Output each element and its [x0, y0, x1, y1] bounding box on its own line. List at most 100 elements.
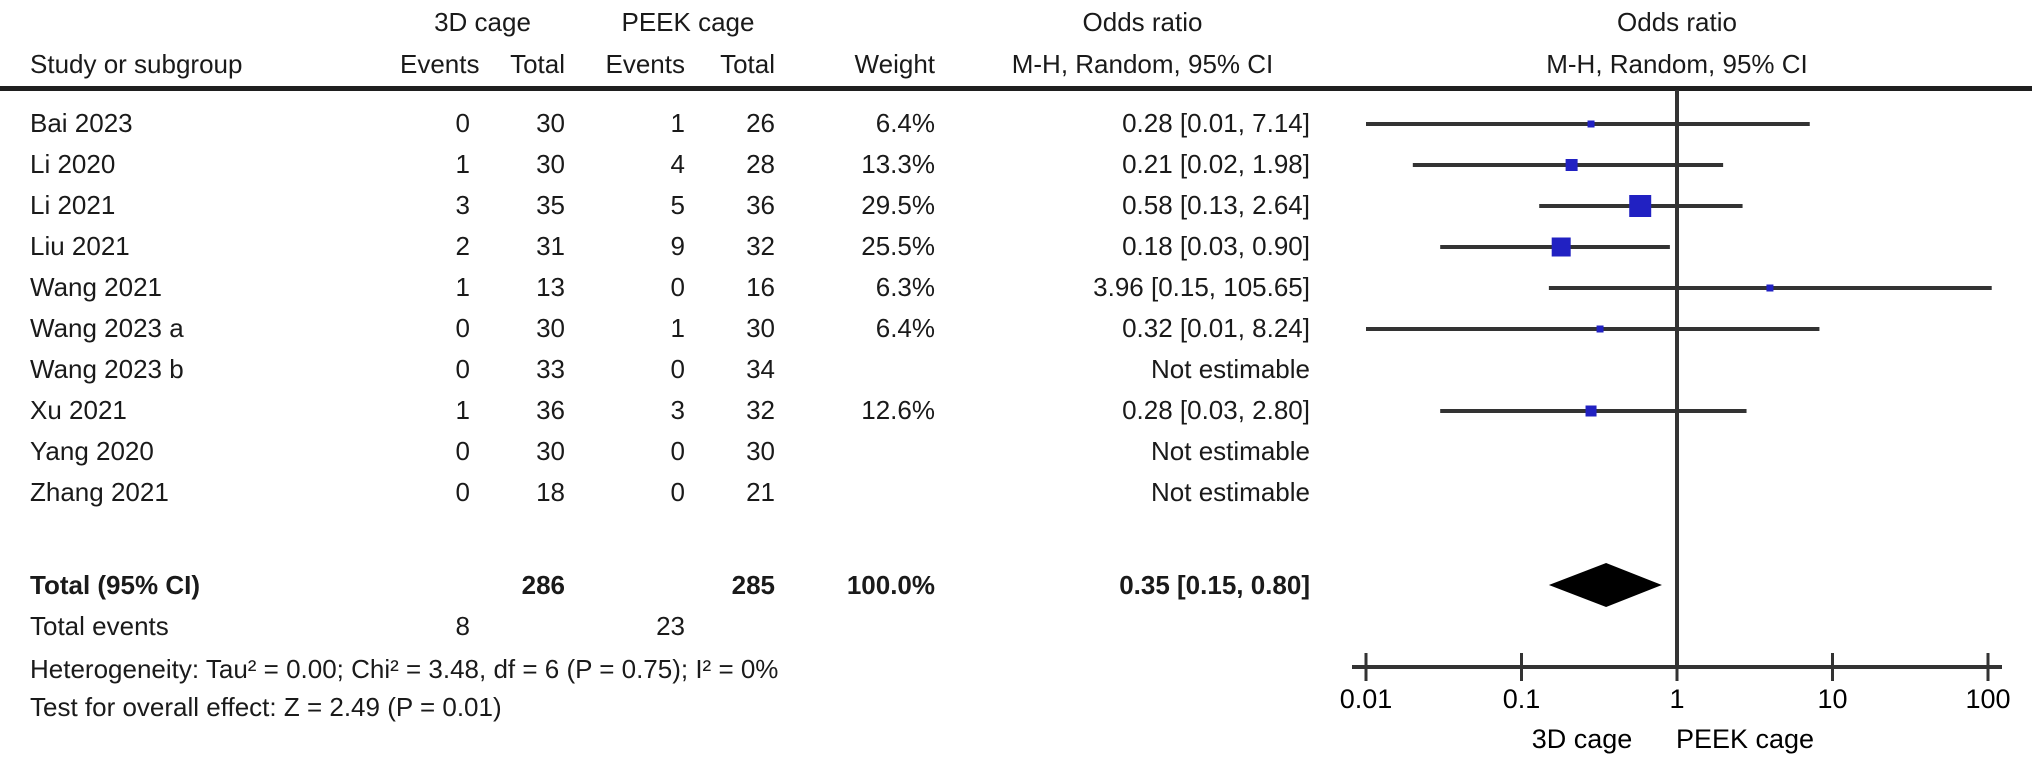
- events-3d: 1: [455, 149, 470, 179]
- events-peek: 5: [670, 190, 685, 220]
- effect-square: [1596, 325, 1604, 333]
- or-cell: 0.58 [0.13, 2.64]: [1122, 190, 1310, 220]
- total-3d: 13: [536, 272, 565, 302]
- events-3d: 0: [455, 436, 470, 466]
- total-3d: 30: [536, 436, 565, 466]
- tick-label: 0.1: [1503, 684, 1541, 714]
- total-n-peek: 285: [731, 570, 775, 600]
- effect-square: [1766, 284, 1774, 292]
- events-3d: 1: [455, 272, 470, 302]
- weight-cell: 6.4%: [875, 108, 935, 138]
- effect-square: [1629, 195, 1652, 217]
- total-events-row: Total events 8 23: [30, 606, 1310, 647]
- total-3d: 33: [536, 354, 565, 384]
- table-row: Yang 2020 0 30 0 30 Not estimable: [30, 431, 1310, 472]
- group2-header: PEEK cage: [621, 7, 755, 37]
- plot-method-header: M-H, Random, 95% CI: [1546, 49, 1808, 79]
- study-name: Wang 2021: [30, 272, 163, 302]
- table-row: Wang 2021 1 13 0 16 6.3% 3.96 [0.15, 105.65]: [30, 267, 1310, 308]
- summary-diamond: [1548, 563, 1662, 607]
- study-name: Wang 2023 a: [30, 313, 184, 343]
- total-peek: 30: [746, 436, 775, 466]
- total-3d: 30: [536, 108, 565, 138]
- or-cell: 0.21 [0.02, 1.98]: [1122, 149, 1310, 179]
- total-peek: 16: [746, 272, 775, 302]
- study-name: Xu 2021: [30, 395, 127, 425]
- or-cell: 3.96 [0.15, 105.65]: [1093, 272, 1310, 302]
- or-cell: 0.28 [0.03, 2.80]: [1122, 395, 1310, 425]
- study-column-header: Study or subgroup: [30, 49, 243, 79]
- total-events-label: Total events: [30, 611, 169, 641]
- study-name: Yang 2020: [30, 436, 154, 466]
- tick-label: 1: [1669, 684, 1684, 714]
- group1-header: 3D cage: [434, 7, 531, 37]
- events-3d: 0: [455, 108, 470, 138]
- study-name: Li 2020: [30, 149, 116, 179]
- events-peek: 0: [670, 477, 685, 507]
- study-name: Wang 2023 b: [30, 354, 184, 384]
- study-name: Zhang 2021: [30, 477, 169, 507]
- total-peek: 26: [746, 108, 775, 138]
- effect-square: [1587, 120, 1595, 128]
- total-or: 0.35 [0.15, 0.80]: [1119, 570, 1310, 600]
- events-peek-header: Events: [605, 49, 686, 79]
- total-3d: 36: [536, 395, 565, 425]
- or-cell: Not estimable: [1151, 354, 1310, 384]
- total-n-3d: 286: [521, 570, 565, 600]
- study-name: Li 2021: [30, 190, 116, 220]
- weight-cell: 6.3%: [875, 272, 935, 302]
- events-3d: 0: [455, 477, 470, 507]
- table-row: Li 2020 1 30 4 28 13.3% 0.21 [0.02, 1.98]: [30, 144, 1310, 185]
- table-header-groups: 3D cage PEEK cage Odds ratio: [30, 2, 1310, 42]
- or-cell: Not estimable: [1151, 436, 1310, 466]
- events-3d: 0: [455, 354, 470, 384]
- or-cell: 0.18 [0.03, 0.90]: [1122, 231, 1310, 261]
- total-row: Total (95% CI) 286 285 100.0% 0.35 [0.15…: [30, 565, 1310, 606]
- total-3d: 30: [536, 149, 565, 179]
- events-3d: 3: [455, 190, 470, 220]
- total-peek: 32: [746, 395, 775, 425]
- study-name: Bai 2023: [30, 108, 133, 138]
- table-row: Zhang 2021 0 18 0 21 Not estimable: [30, 472, 1310, 513]
- effect-square: [1565, 159, 1578, 171]
- or-cell: 0.28 [0.01, 7.14]: [1122, 108, 1310, 138]
- effect-square: [1585, 405, 1597, 417]
- tick-label: 10: [1817, 684, 1847, 714]
- total-3d: 30: [536, 313, 565, 343]
- or-column-title: Odds ratio: [1082, 7, 1203, 37]
- total-peek: 34: [746, 354, 775, 384]
- overall-effect-text: Test for overall effect: Z = 2.49 (P = 0…: [30, 692, 502, 722]
- total-peek-header: Total: [720, 49, 775, 79]
- events-peek: 1: [670, 313, 685, 343]
- table-header-columns: Study or subgroup Events Total Events To…: [30, 42, 1310, 86]
- total-peek: 21: [746, 477, 775, 507]
- weight-cell: 29.5%: [861, 190, 935, 220]
- total-peek: 32: [746, 231, 775, 261]
- events-peek: 0: [670, 436, 685, 466]
- axis-label-left: 3D cage: [1532, 724, 1633, 754]
- table-row: Wang 2023 a 0 30 1 30 6.4% 0.32 [0.01, 8.24]: [30, 308, 1310, 349]
- events-3d: 1: [455, 395, 470, 425]
- header-separator-line: [0, 86, 2032, 91]
- or-method-header: M-H, Random, 95% CI: [1011, 49, 1274, 79]
- total-3d: 18: [536, 477, 565, 507]
- events-peek: 0: [670, 354, 685, 384]
- total-label: Total (95% CI): [30, 570, 200, 600]
- or-cell: Not estimable: [1151, 477, 1310, 507]
- total-peek: 36: [746, 190, 775, 220]
- or-cell: 0.32 [0.01, 8.24]: [1122, 313, 1310, 343]
- weight-cell: 13.3%: [861, 149, 935, 179]
- events-3d: 2: [455, 231, 470, 261]
- total-events-3d: 8: [455, 611, 470, 641]
- heterogeneity-text: Heterogeneity: Tau² = 0.00; Chi² = 3.48,…: [30, 654, 779, 684]
- total-3d-header: Total: [510, 49, 565, 79]
- total-peek: 28: [746, 149, 775, 179]
- total-peek: 30: [746, 313, 775, 343]
- tick-label: 0.01: [1340, 684, 1393, 714]
- study-rows: Bai 2023 0 30 1 26 6.4% 0.28 [0.01, 7.14] Li 20…: [0, 103, 2032, 513]
- plot-title: Odds ratio: [1617, 7, 1737, 37]
- effect-square: [1551, 237, 1571, 257]
- weight-cell: 6.4%: [875, 313, 935, 343]
- events-peek: 0: [670, 272, 685, 302]
